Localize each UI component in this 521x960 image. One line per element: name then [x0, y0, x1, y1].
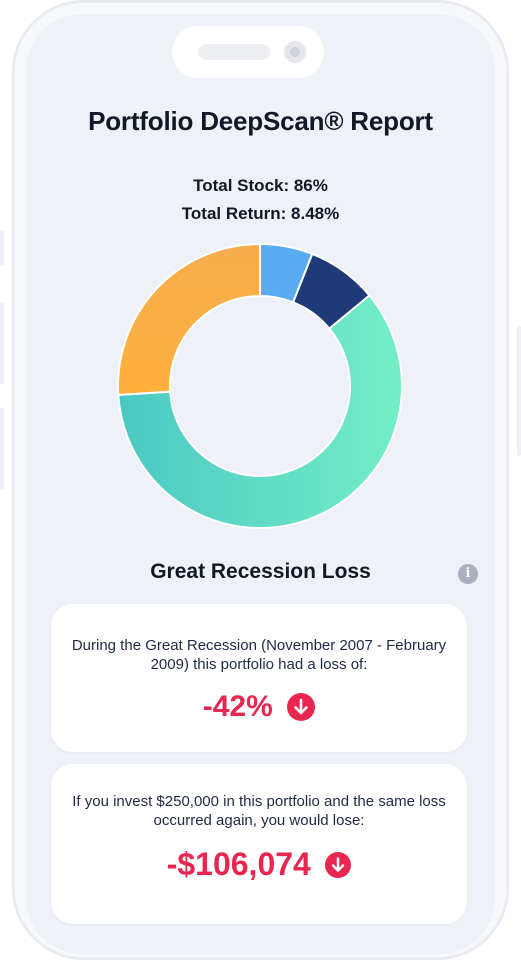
arrow-down-icon — [325, 851, 352, 878]
camera-icon — [284, 41, 306, 63]
donut-slice — [117, 242, 261, 396]
total-return-text: Total Return: 8.48% — [181, 204, 340, 223]
donut-slice — [117, 294, 403, 529]
phone-side-button — [517, 326, 521, 456]
phone-side-button — [0, 302, 4, 384]
dynamic-island — [172, 26, 324, 78]
recession-loss-value: -42% — [202, 690, 273, 723]
allocation-donut-chart — [117, 242, 403, 529]
info-icon[interactable]: i — [458, 564, 478, 584]
recession-loss-text: During the Great Recession (November 200… — [71, 637, 447, 673]
page-title: Portfolio DeepScan® Report — [88, 106, 433, 136]
section-title: Great Recession Loss — [150, 560, 371, 583]
phone-side-button — [0, 230, 4, 266]
dollar-loss-value: -$106,074 — [166, 846, 311, 882]
dollar-loss-text: If you invest $250,000 in this portfolio… — [72, 793, 446, 829]
speaker-icon — [198, 44, 270, 60]
recession-loss-card: During the Great Recession (November 200… — [51, 604, 467, 752]
dollar-loss-card: If you invest $250,000 in this portfolio… — [51, 764, 467, 924]
arrow-down-icon — [287, 693, 316, 721]
total-stock-text: Total Stock: 86% — [193, 176, 328, 195]
phone-side-button — [0, 408, 4, 490]
